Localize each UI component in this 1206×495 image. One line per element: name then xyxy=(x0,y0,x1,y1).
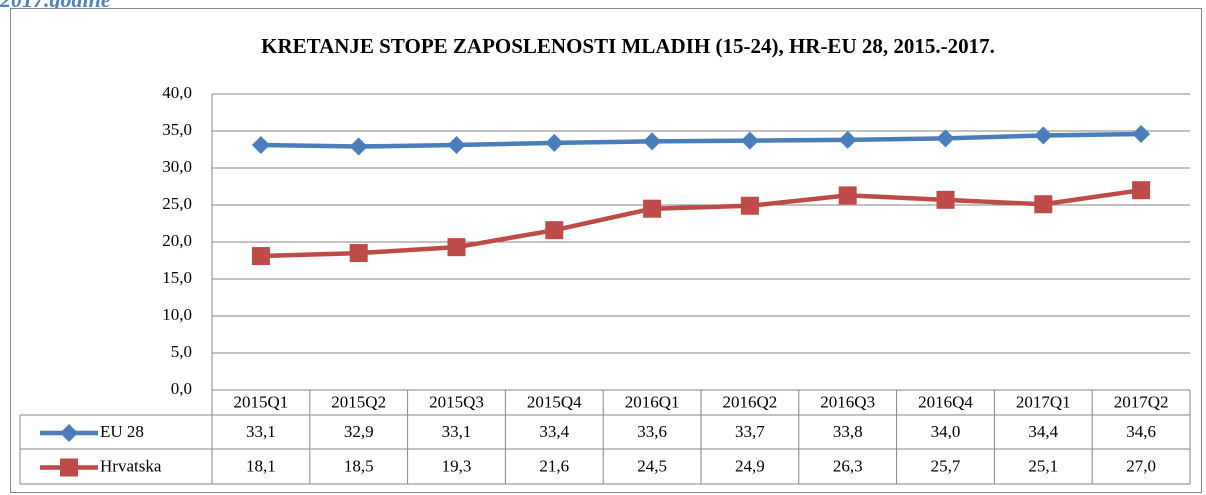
marker xyxy=(251,136,270,155)
value-label: 19,3 xyxy=(442,456,472,475)
legend-marker xyxy=(60,424,78,442)
chart-title: KRETANJE STOPE ZAPOSLENOSTI MLADIH (15-2… xyxy=(261,34,995,58)
marker xyxy=(838,130,857,149)
x-tick-label: 2016Q4 xyxy=(918,392,973,411)
x-tick-label: 2015Q2 xyxy=(331,392,386,411)
marker xyxy=(740,131,759,150)
marker xyxy=(447,238,466,257)
marker xyxy=(936,190,955,209)
marker xyxy=(1034,195,1053,214)
y-tick-label: 35,0 xyxy=(162,120,192,139)
y-tick-label: 20,0 xyxy=(162,231,192,250)
value-label: 26,3 xyxy=(833,456,863,475)
y-tick-label: 40,0 xyxy=(162,83,192,102)
value-label: 25,1 xyxy=(1028,456,1058,475)
x-tick-label: 2016Q2 xyxy=(723,392,778,411)
legend-marker xyxy=(60,458,78,477)
value-label: 24,5 xyxy=(637,456,667,475)
value-label: 33,6 xyxy=(637,422,667,441)
marker xyxy=(251,247,270,266)
value-label: 25,7 xyxy=(931,456,961,475)
value-label: 34,0 xyxy=(931,422,961,441)
value-label: 33,7 xyxy=(735,422,765,441)
x-tick-label: 2017Q2 xyxy=(1114,392,1169,411)
x-tick-label: 2015Q4 xyxy=(527,392,582,411)
y-tick-label: 5,0 xyxy=(171,342,192,361)
marker xyxy=(936,129,955,148)
value-label: 34,4 xyxy=(1028,422,1058,441)
value-label: 24,9 xyxy=(735,456,765,475)
marker xyxy=(838,186,857,205)
y-tick-label: 15,0 xyxy=(162,268,192,287)
marker xyxy=(349,244,368,263)
marker xyxy=(447,136,466,155)
marker xyxy=(1132,181,1151,200)
x-tick-label: 2015Q3 xyxy=(429,392,484,411)
value-label: 33,4 xyxy=(539,422,569,441)
marker xyxy=(545,133,564,152)
marker xyxy=(643,132,662,151)
value-label: 34,6 xyxy=(1126,422,1156,441)
value-label: 33,1 xyxy=(246,422,276,441)
value-label: 18,5 xyxy=(344,456,374,475)
legend-label: Hrvatska xyxy=(100,456,162,475)
x-tick-label: 2015Q1 xyxy=(234,392,289,411)
x-tick-label: 2016Q1 xyxy=(625,392,680,411)
value-label: 18,1 xyxy=(246,456,276,475)
x-tick-label: 2016Q3 xyxy=(820,392,875,411)
series-line xyxy=(260,131,1142,149)
marker xyxy=(545,221,564,240)
value-label: 33,8 xyxy=(833,422,863,441)
marker xyxy=(1132,124,1151,143)
legend-label: EU 28 xyxy=(100,422,144,441)
marker xyxy=(1034,126,1053,145)
y-tick-label: 30,0 xyxy=(162,157,192,176)
value-label: 27,0 xyxy=(1126,456,1156,475)
marker xyxy=(740,196,759,215)
x-tick-label: 2017Q1 xyxy=(1016,392,1071,411)
series-line xyxy=(260,187,1142,259)
y-tick-label: 0,0 xyxy=(171,379,192,398)
value-label: 33,1 xyxy=(442,422,472,441)
marker xyxy=(643,199,662,218)
marker xyxy=(349,137,368,156)
chart-border xyxy=(10,8,1202,493)
value-label: 32,9 xyxy=(344,422,374,441)
y-tick-label: 25,0 xyxy=(162,194,192,213)
y-tick-label: 10,0 xyxy=(162,305,192,324)
value-label: 21,6 xyxy=(539,456,569,475)
